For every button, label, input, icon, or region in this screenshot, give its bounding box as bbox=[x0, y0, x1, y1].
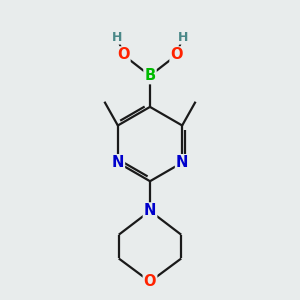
Text: N: N bbox=[112, 155, 124, 170]
Text: O: O bbox=[170, 47, 183, 62]
Text: H: H bbox=[178, 31, 188, 44]
Text: O: O bbox=[117, 47, 130, 62]
Text: B: B bbox=[144, 68, 156, 83]
Text: O: O bbox=[144, 274, 156, 289]
Text: N: N bbox=[176, 155, 188, 170]
Text: H: H bbox=[112, 31, 122, 44]
Text: N: N bbox=[144, 203, 156, 218]
